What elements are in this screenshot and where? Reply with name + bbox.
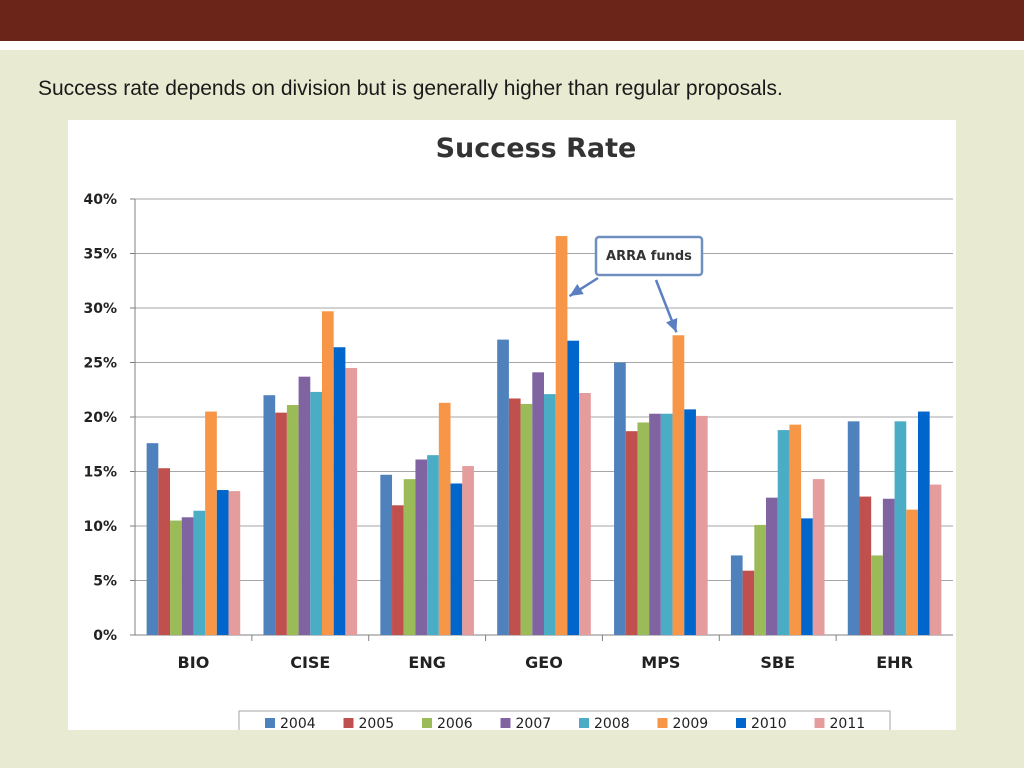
- legend-label: 2009: [673, 716, 709, 730]
- annotation-arrowhead: [569, 284, 584, 297]
- bar: [777, 430, 790, 635]
- legend-label: 2006: [437, 716, 473, 730]
- bar: [263, 395, 276, 635]
- bar: [146, 443, 159, 635]
- bar: [766, 497, 778, 635]
- bar: [450, 483, 463, 635]
- x-tick-label: BIO: [178, 653, 210, 672]
- bar: [672, 335, 685, 635]
- bar: [882, 498, 895, 635]
- bar: [403, 479, 416, 635]
- bar: [321, 311, 334, 635]
- bar: [345, 367, 358, 635]
- y-tick-label: 5%: [93, 574, 117, 590]
- y-tick-label: 0%: [93, 628, 117, 644]
- bar: [158, 468, 171, 635]
- legend-label: 2007: [516, 716, 552, 730]
- bar: [917, 411, 930, 635]
- annotation-box: [594, 235, 704, 277]
- bar: [333, 347, 346, 635]
- bar: [929, 484, 942, 635]
- bar: [614, 362, 626, 635]
- bar: [427, 455, 439, 635]
- legend-label: 2011: [830, 716, 866, 730]
- title-bar-divider: [0, 41, 1024, 50]
- bar: [205, 411, 217, 635]
- chart-title: Success Rate: [436, 133, 637, 164]
- legend-swatch: [500, 718, 511, 728]
- slide-caption: Success rate depends on division but is …: [38, 77, 783, 100]
- bar: [579, 393, 591, 635]
- legend-swatch: [814, 718, 825, 728]
- x-tick-label: SBE: [760, 653, 795, 672]
- bar: [859, 496, 872, 635]
- legend-box: [238, 710, 891, 730]
- legend-swatch: [579, 718, 589, 728]
- bar: [567, 340, 580, 635]
- bar: [497, 339, 509, 635]
- bar: [695, 415, 708, 635]
- y-tick-label: 25%: [83, 356, 117, 372]
- bar: [847, 421, 860, 635]
- x-tick-label: EHR: [876, 653, 913, 672]
- bar: [660, 413, 673, 635]
- legend-swatch: [343, 718, 354, 728]
- y-tick-label: 35%: [83, 247, 117, 263]
- bar: [380, 474, 393, 635]
- legend-swatch: [736, 718, 746, 728]
- bar: [508, 398, 521, 635]
- bar: [871, 555, 883, 635]
- bar: [520, 403, 533, 635]
- x-tick-label: GEO: [525, 653, 563, 672]
- success-rate-chart: Success Rate 0% 5% 10% 15% 20% 25% 30% 35% 40% BIO…: [83, 133, 953, 730]
- bar: [801, 518, 813, 635]
- legend-swatch: [265, 718, 275, 728]
- bar: [216, 490, 229, 635]
- x-tick-label: ENG: [408, 653, 445, 672]
- bar: [625, 431, 638, 635]
- bar: [392, 505, 404, 635]
- y-tick-label: 10%: [83, 519, 117, 535]
- legend-swatch: [422, 718, 432, 728]
- bar: [193, 510, 206, 635]
- annotation-label: ARRA funds: [606, 249, 692, 264]
- bar: [637, 422, 650, 635]
- bar: [742, 570, 755, 635]
- bar: [754, 524, 767, 635]
- x-tick-label: MPS: [641, 653, 680, 672]
- y-tick-label: 20%: [83, 410, 117, 426]
- bar: [228, 491, 241, 635]
- legend-label: 2004: [280, 716, 316, 730]
- bar: [286, 405, 299, 635]
- title-bar: [0, 0, 1024, 41]
- bar: [298, 376, 311, 635]
- bar: [310, 391, 322, 635]
- bar: [906, 509, 918, 635]
- y-tick-label: 30%: [83, 301, 117, 317]
- legend-label: 2008: [594, 716, 630, 730]
- bar: [462, 466, 474, 635]
- x-tick-label: CISE: [290, 653, 330, 672]
- bar: [684, 409, 696, 635]
- bar: [555, 236, 568, 635]
- bar: [812, 479, 825, 635]
- y-tick-label: 15%: [83, 465, 117, 481]
- bar: [415, 459, 428, 635]
- bar: [649, 413, 661, 635]
- legend-label: 2010: [751, 716, 787, 730]
- bar: [544, 394, 556, 635]
- legend-label: 2005: [359, 716, 395, 730]
- bar: [181, 517, 194, 635]
- bar: [532, 372, 544, 635]
- bar: [730, 555, 743, 635]
- bar: [275, 412, 287, 635]
- bar: [438, 402, 451, 635]
- bar: [170, 520, 182, 635]
- y-tick-label: 40%: [83, 192, 117, 208]
- annotation-arrowhead: [666, 317, 678, 333]
- bar: [789, 424, 802, 635]
- bar: [894, 421, 907, 635]
- legend-swatch: [657, 718, 668, 728]
- chart-panel: Success Rate 0% 5% 10% 15% 20% 25% 30% 35% 40% BIO…: [68, 120, 956, 730]
